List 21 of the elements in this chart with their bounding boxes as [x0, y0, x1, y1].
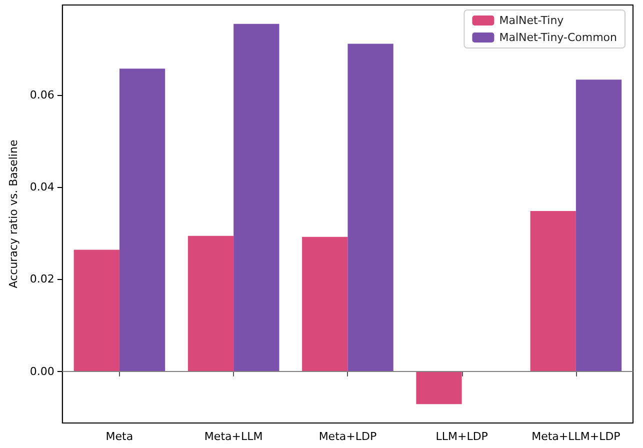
y-tick-label: 0.06	[30, 88, 54, 102]
x-tick-label: Meta	[106, 430, 134, 443]
bar	[530, 211, 576, 372]
legend-label: MalNet-Tiny-Common	[499, 31, 618, 44]
x-tick-label: LLM+LDP	[436, 430, 488, 443]
bar	[74, 250, 120, 372]
bar	[234, 24, 280, 372]
x-tick-label: Meta+LLM	[204, 430, 263, 443]
bar	[348, 44, 394, 372]
bar	[416, 371, 462, 404]
y-tick-label: 0.02	[30, 272, 54, 286]
bar	[302, 236, 348, 372]
y-tick-label: 0.00	[30, 364, 54, 378]
bar	[119, 68, 166, 372]
bar	[188, 236, 234, 372]
bar	[576, 80, 622, 372]
legend-label: MalNet-Tiny	[499, 14, 564, 27]
y-tick-label: 0.04	[30, 180, 54, 194]
y-axis-title: Accuracy ratio vs. Baseline	[7, 140, 20, 288]
x-tick-label: Meta+LDP	[318, 430, 377, 443]
x-tick-label: Meta+LLM+LDP	[532, 430, 621, 443]
